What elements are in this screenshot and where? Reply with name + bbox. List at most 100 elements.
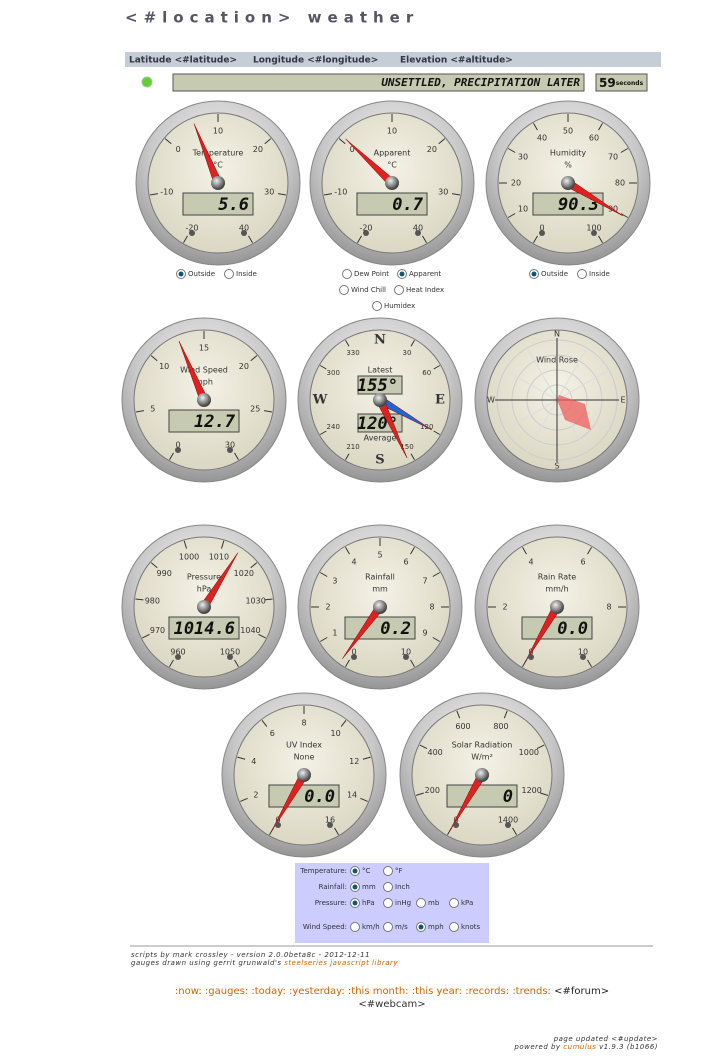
tick-mark xyxy=(237,756,246,760)
tick-label: -10 xyxy=(160,188,173,197)
nav-link[interactable]: :gauges: xyxy=(205,986,248,997)
gauge-title: Rainfall xyxy=(365,573,395,582)
tick-mark xyxy=(357,235,362,244)
radio[interactable] xyxy=(383,898,393,908)
gauge-title: Pressure xyxy=(187,573,221,582)
radio[interactable] xyxy=(416,898,426,908)
gauge-unit: None xyxy=(294,753,315,762)
nav-link[interactable]: :this month: xyxy=(348,986,409,997)
unit-row-label: Pressure: xyxy=(315,899,347,907)
tick-label: 150 xyxy=(400,443,413,451)
nav-link[interactable]: :now: xyxy=(175,986,202,997)
radio[interactable] xyxy=(383,866,393,876)
tick-mark xyxy=(142,633,150,639)
bolt xyxy=(189,230,195,236)
tick-label: 6 xyxy=(580,557,585,566)
tick-label: 25 xyxy=(250,405,260,414)
unit-label: mb xyxy=(428,899,440,907)
tick-label: 80 xyxy=(615,179,625,188)
radio[interactable] xyxy=(372,301,382,311)
unit-row-label: Wind Speed: xyxy=(303,923,347,931)
tick-label: 8 xyxy=(301,719,306,728)
needle-hub xyxy=(297,768,311,782)
radio[interactable] xyxy=(383,922,393,932)
radio[interactable] xyxy=(350,922,360,932)
tick-label: 10 xyxy=(213,127,223,136)
tick-mark xyxy=(345,659,350,668)
radio[interactable] xyxy=(394,285,404,295)
radio[interactable] xyxy=(224,269,234,279)
tick-label: 12 xyxy=(349,757,359,766)
tick-label: 4 xyxy=(528,557,533,566)
tick-mark xyxy=(319,637,328,642)
tick-label: 20 xyxy=(511,179,521,188)
option-label: Inside xyxy=(236,270,257,278)
radio-dot xyxy=(399,271,405,277)
tick-label: 16 xyxy=(325,816,335,825)
radio[interactable] xyxy=(577,269,587,279)
tick-label: 10 xyxy=(159,362,169,371)
nav-link[interactable]: :records: xyxy=(465,986,509,997)
tick-label: 10 xyxy=(331,729,341,738)
nav-link[interactable]: :this year: xyxy=(412,986,462,997)
nav-link[interactable]: <#forum> xyxy=(554,986,609,997)
tick-label: 20 xyxy=(253,145,263,154)
tick-label: 1400 xyxy=(498,816,518,825)
gauge-title: UV Index xyxy=(286,741,322,750)
tick-label: 8 xyxy=(429,603,434,612)
tick-label: -20 xyxy=(185,224,198,233)
tick-mark xyxy=(240,797,248,802)
unit-row-label: Rainfall: xyxy=(319,883,347,891)
tick-mark xyxy=(164,138,172,145)
tick-label: 210 xyxy=(346,443,359,451)
tick-label: 70 xyxy=(608,153,618,162)
radio[interactable] xyxy=(342,269,352,279)
tick-mark xyxy=(338,138,346,145)
radio[interactable] xyxy=(449,898,459,908)
gauge-title: Rain Rate xyxy=(538,573,577,582)
lcd-value: 0.7 xyxy=(392,195,423,215)
nav-link[interactable]: <#webcam> xyxy=(358,999,425,1010)
lcd-value: 0.0 xyxy=(304,787,335,807)
radio[interactable] xyxy=(449,922,459,932)
tick-label: 9 xyxy=(422,629,427,638)
compass-point: E xyxy=(435,393,445,408)
credits: scripts by mark crossley - version 2.0.0… xyxy=(131,951,370,959)
tick-mark xyxy=(234,452,239,461)
lcd-value: 1014.6 xyxy=(174,619,235,639)
tick-label: 600 xyxy=(455,722,470,731)
tick-mark xyxy=(507,148,516,153)
lcd xyxy=(168,409,240,433)
needle-hub xyxy=(385,176,399,190)
unit-label: hPa xyxy=(362,899,375,907)
lcd-value: 12.7 xyxy=(194,412,236,432)
tick-label: 200 xyxy=(425,786,440,795)
tick-label: 1 xyxy=(332,629,337,638)
nav-link[interactable]: :today: xyxy=(251,986,285,997)
tick-label: 4 xyxy=(351,557,356,566)
tick-mark xyxy=(250,355,258,362)
lcd-title: Average xyxy=(364,434,397,443)
tick-label: 10 xyxy=(578,648,588,657)
nav-link[interactable]: :trends: xyxy=(512,986,551,997)
gauge-title: Wind Rose xyxy=(536,356,578,365)
unit-label: m/s xyxy=(395,923,408,931)
tick-label: 20 xyxy=(427,145,437,154)
bolt xyxy=(528,654,534,660)
tick-label: 40 xyxy=(239,224,249,233)
tick-mark xyxy=(620,148,629,153)
tick-mark xyxy=(248,235,253,244)
tick-label: 100 xyxy=(586,224,601,233)
tick-label: 1020 xyxy=(234,569,254,578)
nav-link[interactable]: :yesterday: xyxy=(289,986,345,997)
tick-mark xyxy=(410,339,415,347)
radio[interactable] xyxy=(383,882,393,892)
tick-mark xyxy=(433,365,441,370)
bolt xyxy=(453,822,459,828)
tick-mark xyxy=(533,122,538,131)
radio[interactable] xyxy=(339,285,349,295)
tick-mark xyxy=(360,797,368,802)
gauge-unit: °C xyxy=(387,161,397,170)
lcd xyxy=(356,192,428,216)
tick-label: 50 xyxy=(563,127,573,136)
